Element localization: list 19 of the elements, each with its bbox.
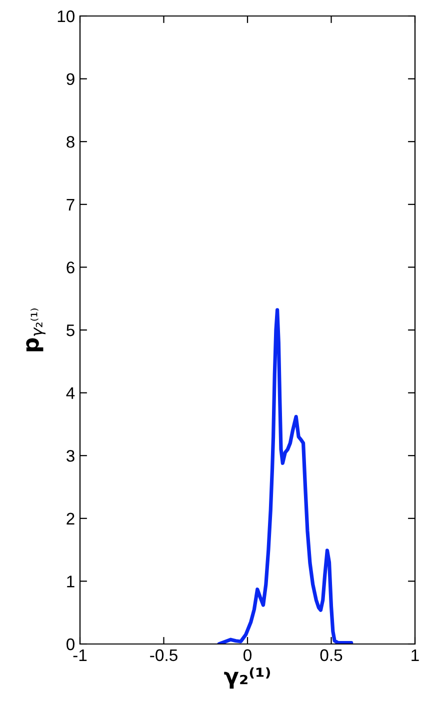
y-tick-label: 4	[66, 387, 75, 399]
x-axis-title: γ₂⁽¹⁾	[224, 667, 270, 689]
y-tick-label: 7	[66, 198, 74, 210]
x-tick-label: 0	[244, 649, 252, 662]
line-series	[217, 308, 354, 644]
x-tick-label: 0.5	[320, 649, 342, 662]
x-tick-label: -1	[73, 649, 87, 661]
y-tick-label: 8	[66, 136, 74, 148]
y-tick-label: 3	[66, 450, 74, 462]
x-tick-label: -0.5	[150, 649, 178, 662]
y-tick-label: 6	[66, 262, 74, 274]
y-tick-label: 5	[66, 324, 74, 336]
y-axis-title: p$_{γ₂⁽¹⁾}$	[26, 308, 46, 352]
y-tick-label: 10	[58, 10, 74, 22]
y-tick-label: 9	[66, 73, 74, 86]
x-tick-label: 1	[412, 649, 419, 661]
y-tick-label: 0	[66, 638, 74, 650]
y-tick-label: 1	[67, 576, 74, 588]
y-tick-label: 2	[66, 512, 74, 524]
